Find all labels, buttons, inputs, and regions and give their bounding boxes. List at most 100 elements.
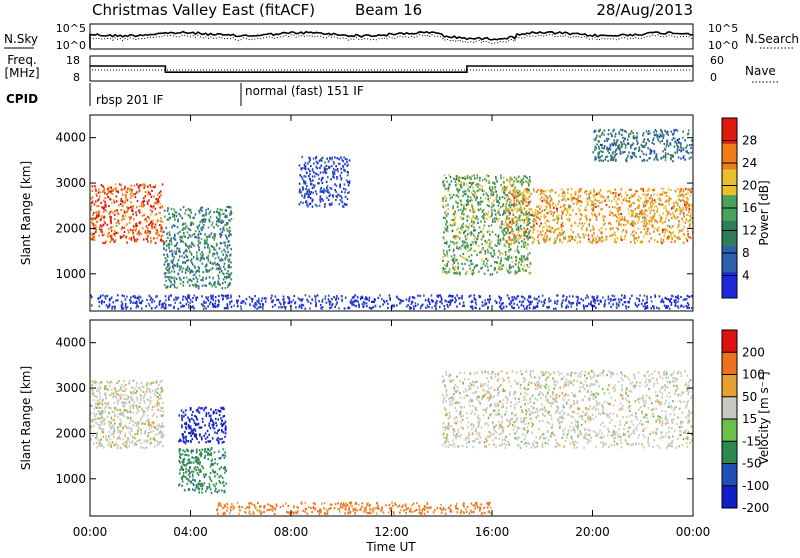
echo-pixel: [467, 229, 469, 231]
echo-pixel: [488, 225, 490, 227]
echo-pixel: [147, 232, 149, 234]
echo-pixel: [636, 140, 638, 142]
echo-pixel: [212, 285, 214, 287]
echo-pixel: [626, 230, 628, 232]
echo-pixel: [656, 153, 658, 155]
echo-pixel: [335, 165, 337, 167]
echo-pixel: [475, 299, 477, 301]
echo-pixel: [201, 219, 203, 221]
echo-pixel: [185, 272, 187, 274]
echo-pixel: [502, 253, 504, 255]
echo-pixel: [214, 305, 216, 307]
echo-pixel: [150, 209, 152, 211]
echo-pixel: [498, 218, 500, 220]
echo-pixel: [103, 446, 105, 448]
echo-pixel: [458, 176, 460, 178]
echo-pixel: [669, 226, 671, 228]
echo-pixel: [129, 422, 131, 424]
echo-pixel: [613, 215, 615, 217]
echo-pixel: [179, 255, 181, 257]
echo-pixel: [481, 231, 483, 233]
echo-pixel: [637, 221, 639, 223]
echo-pixel: [188, 306, 190, 308]
echo-pixel: [500, 238, 502, 240]
echo-pixel: [587, 198, 589, 200]
echo-pixel: [644, 213, 646, 215]
freq-label-line1: Freq.: [7, 53, 37, 67]
echo-pixel: [218, 299, 220, 301]
echo-pixel: [596, 143, 598, 145]
echo-pixel: [562, 222, 564, 224]
echo-pixel: [658, 307, 660, 309]
echo-pixel: [526, 305, 528, 307]
echo-pixel: [487, 266, 489, 268]
echo-pixel: [463, 301, 465, 303]
echo-pixel: [660, 200, 662, 202]
echo-pixel: [346, 158, 348, 160]
echo-pixel: [225, 224, 227, 226]
echo-pixel: [466, 271, 468, 273]
echo-pixel: [583, 299, 585, 301]
echo-pixel: [300, 201, 302, 203]
echo-pixel: [523, 256, 525, 258]
echo-pixel: [688, 152, 690, 154]
echo-pixel: [486, 175, 488, 177]
echo-pixel: [628, 212, 630, 214]
echo-pixel: [691, 295, 693, 297]
echo-pixel: [677, 226, 679, 228]
echo-pixel: [173, 256, 175, 258]
echo-pixel: [687, 201, 689, 203]
echo-pixel: [453, 262, 455, 264]
echo-pixel: [158, 409, 160, 411]
echo-pixel: [541, 200, 543, 202]
echo-pixel: [623, 140, 625, 142]
echo-pixel: [341, 191, 343, 193]
echo-pixel: [472, 216, 474, 218]
echo-pixel: [189, 251, 191, 253]
echo-pixel: [136, 214, 138, 216]
echo-pixel: [685, 205, 687, 207]
echo-pixel: [92, 235, 94, 237]
echo-pixel: [499, 302, 501, 304]
echo-pixel: [494, 253, 496, 255]
echo-pixel: [515, 298, 517, 300]
echo-pixel: [588, 241, 590, 243]
echo-pixel: [528, 191, 530, 193]
echo-pixel: [123, 227, 125, 229]
echo-pixel: [321, 191, 323, 193]
echo-pixel: [309, 295, 311, 297]
echo-pixel: [174, 279, 176, 281]
colorbar-cell: [722, 169, 737, 195]
echo-pixel: [607, 190, 609, 192]
echo-pixel: [521, 304, 523, 306]
echo-pixel: [556, 210, 558, 212]
echo-pixel: [505, 194, 507, 196]
echo-pixel: [455, 212, 457, 214]
echo-pixel: [303, 304, 305, 306]
echo-pixel: [510, 177, 512, 179]
echo-pixel: [642, 134, 644, 136]
echo-pixel: [682, 199, 684, 201]
echo-pixel: [507, 199, 509, 201]
plot-title: Christmas Valley East (fitACF): [92, 1, 315, 19]
echo-pixel: [502, 265, 504, 267]
echo-pixel: [452, 205, 454, 207]
echo-pixel: [103, 436, 105, 438]
echo-pixel: [202, 253, 204, 255]
echo-pixel: [680, 188, 682, 190]
echo-pixel: [302, 202, 304, 204]
echo-pixel: [539, 208, 541, 210]
echo-pixel: [151, 307, 153, 309]
echo-pixel: [669, 197, 671, 199]
echo-pixel: [561, 215, 563, 217]
echo-pixel: [312, 200, 314, 202]
echo-pixel: [485, 252, 487, 254]
echo-pixel: [610, 298, 612, 300]
echo-pixel: [329, 307, 331, 309]
echo-pixel: [102, 191, 104, 193]
echo-pixel: [578, 191, 580, 193]
echo-pixel: [611, 200, 613, 202]
echo-pixel: [507, 179, 509, 181]
echo-pixel: [254, 295, 256, 297]
echo-pixel: [163, 248, 165, 250]
